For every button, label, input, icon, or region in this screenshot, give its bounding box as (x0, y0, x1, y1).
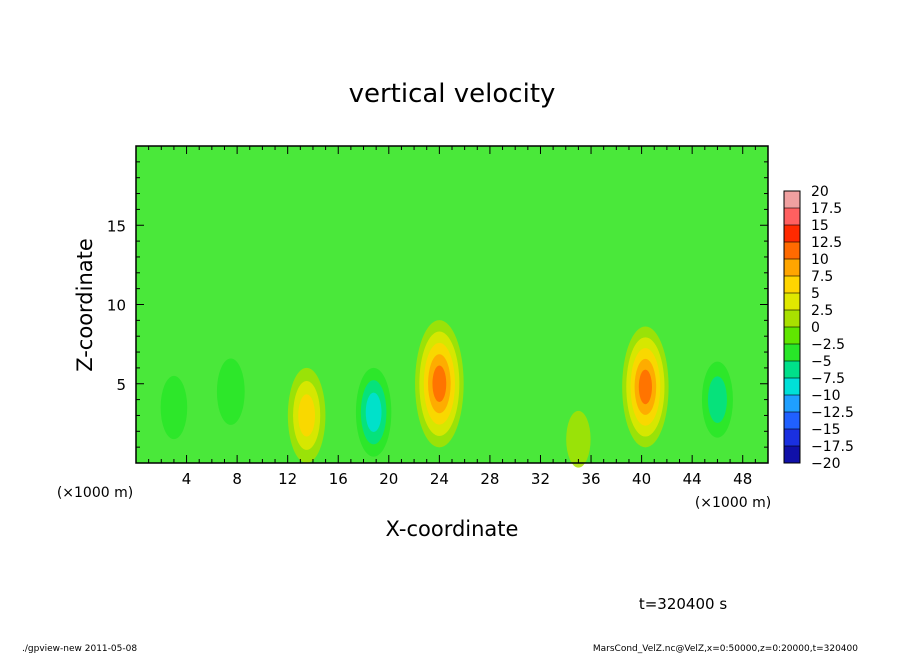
x-unit-left: (×1000 m) (57, 485, 133, 501)
colorbar-label: −12.5 (811, 405, 854, 421)
velocity-feature (216, 358, 245, 425)
footer-left: ./gpview-new 2011-05-08 (22, 644, 137, 654)
colorbar-swatch (784, 276, 800, 294)
x-tick-label: 40 (632, 470, 651, 488)
colorbar-label: −2.5 (811, 337, 845, 353)
colorbar-label: 15 (811, 218, 829, 234)
footer-right: MarsCond_VelZ.nc@VelZ,x=0:50000,z=0:2000… (593, 644, 858, 654)
x-axis-ticks: 4 8 12 16 20 24 28 32 36 40 44 48 (148, 146, 756, 488)
x-tick-label: 36 (581, 470, 600, 488)
colorbar-label: 0 (811, 320, 820, 336)
colorbar-swatch (784, 327, 800, 345)
y-axis-label: Z-coordinate (73, 238, 97, 372)
colorbar-swatch (784, 395, 800, 413)
velocity-feature (298, 394, 316, 437)
colorbar-label: 2.5 (811, 303, 833, 319)
x-tick-label: 44 (683, 470, 702, 488)
colorbar-swatch (784, 225, 800, 243)
velocity-feature (432, 365, 447, 402)
velocity-feature (365, 392, 382, 432)
colorbar-label: 10 (811, 252, 829, 268)
colorbar-swatch (784, 429, 800, 447)
x-tick-label: 48 (733, 470, 752, 488)
x-tick-label: 8 (232, 470, 242, 488)
colorbar-swatch (784, 361, 800, 379)
velocity-feature (160, 375, 188, 440)
colorbar-labels: 2017.51512.5107.552.50−2.5−5−7.5−10−12.5… (784, 184, 854, 472)
colorbar-label: −5 (811, 354, 832, 370)
x-tick-label: 4 (182, 470, 192, 488)
time-label: t=320400 s (639, 595, 727, 613)
colorbar-label: 12.5 (811, 235, 842, 251)
colorbar-label: −20 (811, 456, 841, 472)
colorbar-swatch (784, 293, 800, 311)
x-unit-right: (×1000 m) (695, 495, 771, 511)
velocity-feature (707, 376, 727, 423)
colorbar-label: −10 (811, 388, 841, 404)
y-tick-label: 5 (116, 376, 126, 394)
colorbar-swatch (784, 208, 800, 226)
plot-area (135, 145, 769, 468)
colorbar: 2017.51512.5107.552.50−2.5−5−7.5−10−12.5… (783, 184, 854, 472)
colorbar-swatch (784, 378, 800, 396)
colorbar-label: 5 (811, 286, 820, 302)
x-tick-label: 12 (278, 470, 297, 488)
colorbar-swatches (783, 190, 801, 464)
velocity-feature (566, 410, 591, 468)
y-tick-label: 15 (107, 217, 126, 235)
velocity-field (160, 320, 733, 468)
x-axis-label: X-coordinate (386, 517, 519, 541)
colorbar-swatch (784, 412, 800, 430)
colorbar-label: 17.5 (811, 201, 842, 217)
x-tick-label: 16 (329, 470, 348, 488)
colorbar-swatch (784, 310, 800, 328)
colorbar-label: −17.5 (811, 439, 854, 455)
y-axis-ticks: 5 10 15 (107, 161, 768, 448)
colorbar-swatch (784, 344, 800, 362)
x-tick-label: 20 (379, 470, 398, 488)
colorbar-swatch (784, 191, 800, 209)
colorbar-label: −7.5 (811, 371, 845, 387)
y-tick-label: 10 (107, 297, 126, 315)
colorbar-label: −15 (811, 422, 841, 438)
x-tick-label: 24 (430, 470, 449, 488)
colorbar-swatch (784, 242, 800, 260)
chart-title: vertical velocity (349, 79, 556, 109)
colorbar-swatch (784, 259, 800, 277)
colorbar-label: 20 (811, 184, 829, 200)
velocity-feature (638, 369, 652, 405)
colorbar-label: 7.5 (811, 269, 833, 285)
colorbar-swatch (784, 446, 800, 464)
x-tick-label: 28 (480, 470, 499, 488)
x-tick-label: 32 (531, 470, 550, 488)
